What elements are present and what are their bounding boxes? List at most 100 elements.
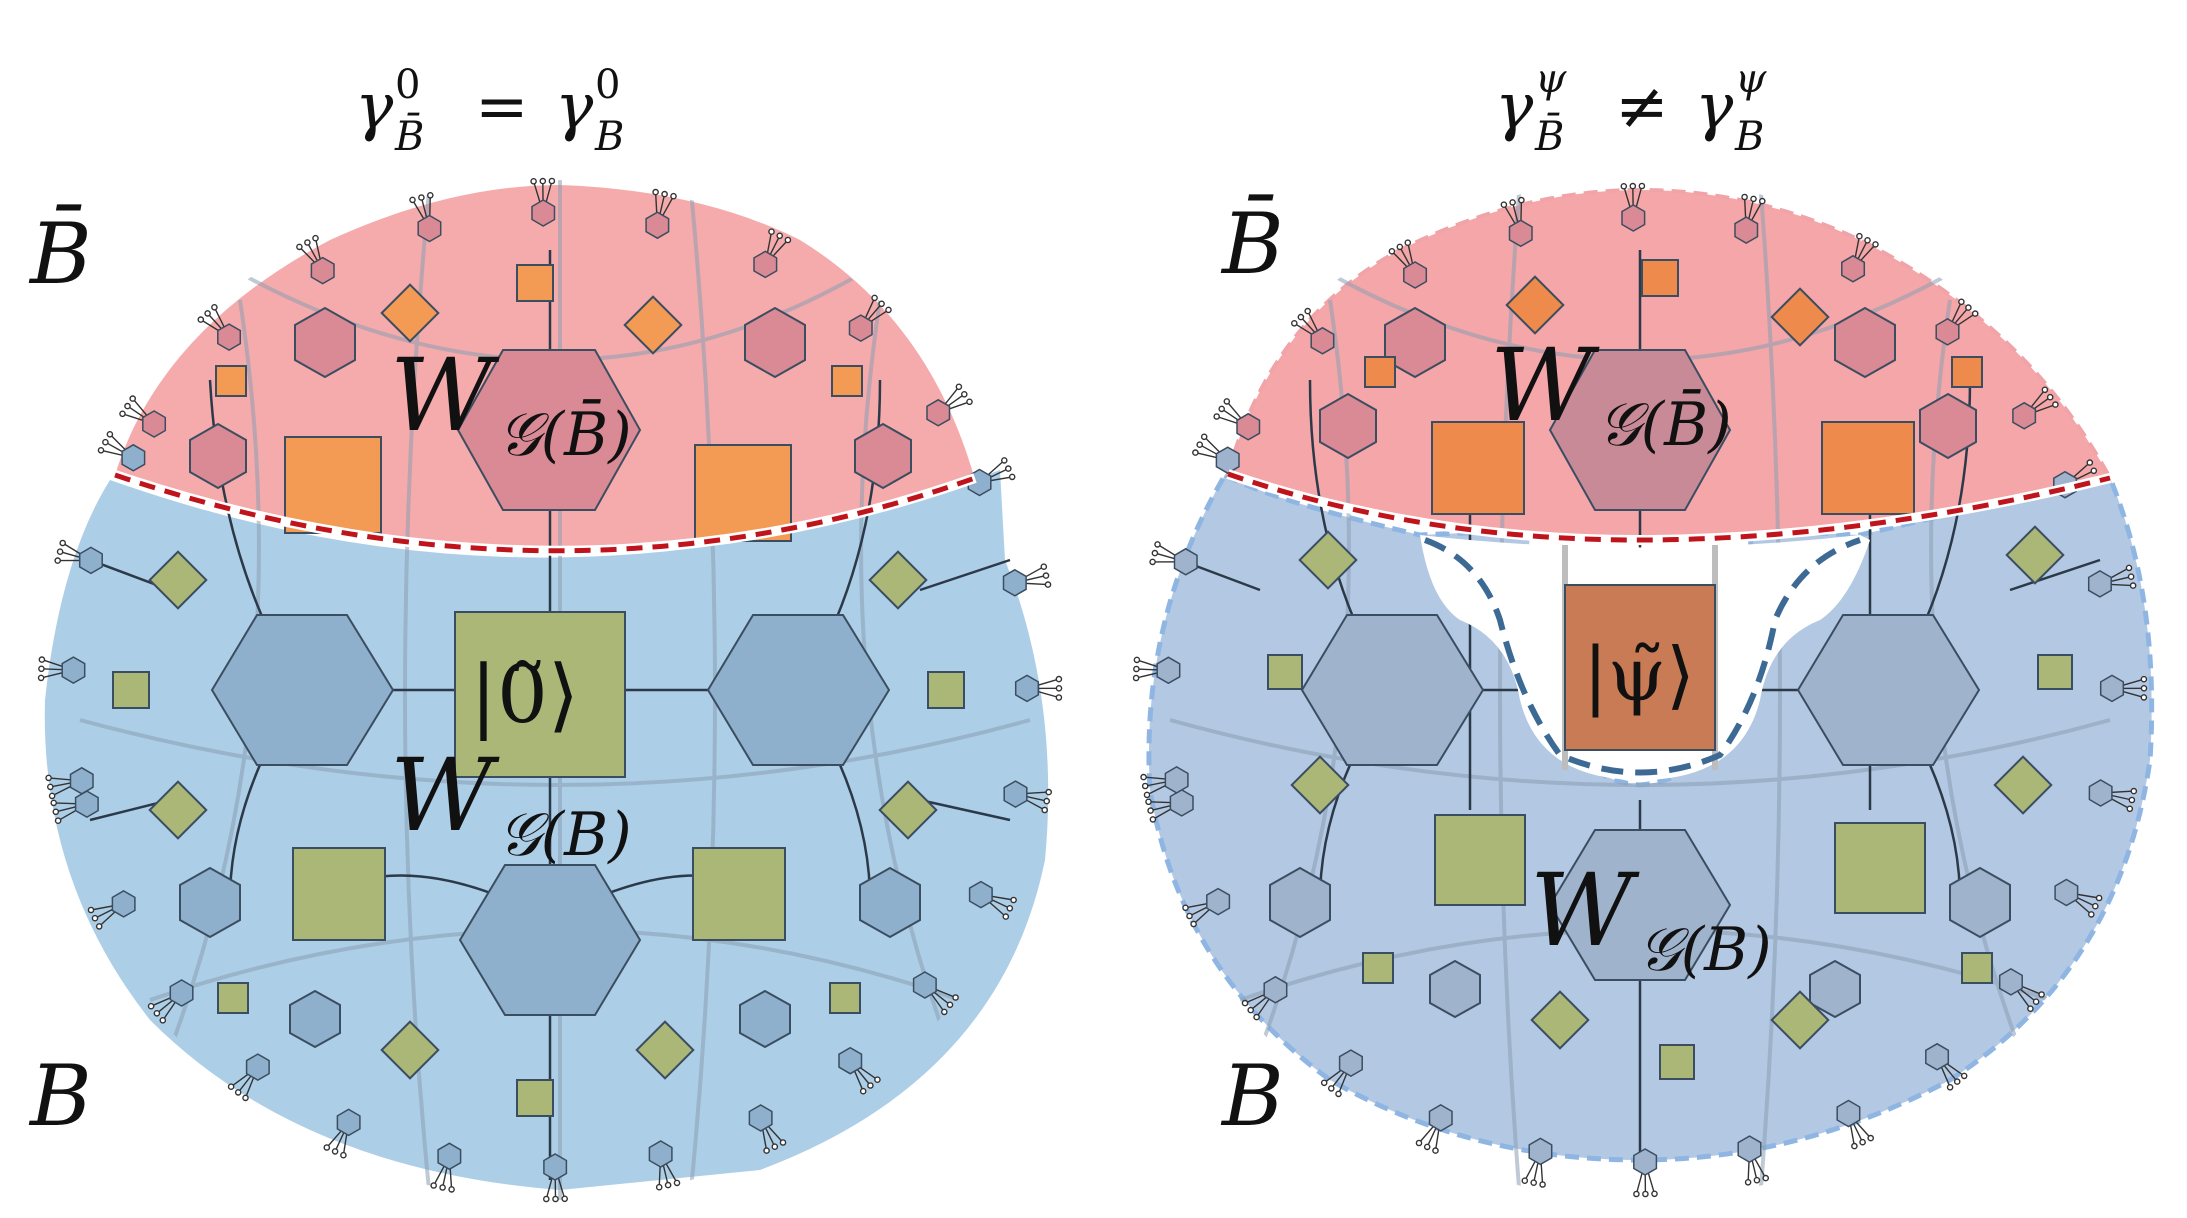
left-bottom-leg-end [52, 808, 60, 816]
svg-text:B: B [1734, 114, 1764, 160]
left-bottom-leg-end [242, 1094, 249, 1102]
right-side-small-hex [1156, 656, 1181, 685]
left-top-small-hex [645, 211, 670, 240]
right-square-green-br [1834, 822, 1926, 914]
right-top-leg-end [1620, 182, 1628, 190]
right-top-leg-end [1297, 313, 1305, 321]
left-bottom-leg-end [1045, 788, 1052, 796]
left-top-small-hex [531, 199, 556, 227]
left-squares [112, 264, 965, 1117]
right-side-small-hex [1173, 547, 1198, 576]
right-diamond-green-5 [1530, 990, 1590, 1050]
right-bottom-leg-end [1423, 1143, 1431, 1151]
left-square-green-bl2 [217, 982, 249, 1014]
left-top-small-hex [217, 323, 242, 351]
left-top-leg-end [784, 236, 792, 244]
right-bottom-small-hex [2088, 779, 2113, 807]
right-top-leg-end [2046, 393, 2054, 401]
right-bottom-leg-end [1859, 1138, 1866, 1146]
right-bottom-leg-end [1186, 912, 1193, 920]
left-bottom-leg-end [664, 1181, 672, 1189]
left-top-leg-end [129, 395, 136, 402]
left-side-leg-end [38, 665, 45, 673]
left-top-leg-end [418, 194, 425, 201]
left-side-small-hex [121, 443, 146, 472]
right-bottom-leg-end [2027, 1005, 2034, 1013]
left-top-leg-end [961, 390, 968, 398]
right-hex-mid-l2 [1319, 392, 1377, 460]
left-hexagons [179, 306, 921, 1049]
right-bottom-leg-end [1432, 1147, 1439, 1154]
left-bottom-leg-end [1042, 572, 1050, 579]
left-bottom-leg-end [234, 1089, 242, 1096]
left-bottom-small-hex [1014, 674, 1040, 703]
left-square-orange-r [694, 444, 792, 542]
left-hex-low-l [179, 866, 241, 939]
left-bottom-leg-end [867, 1082, 874, 1089]
right-region-bbar-label: B̄ [1220, 194, 1284, 293]
right-bottom-leg-end [1753, 1176, 1761, 1184]
right-top-small-hex [1935, 318, 1960, 346]
left-side-leg-end [56, 548, 64, 556]
right-bottom-small-hex [1925, 1042, 1950, 1071]
left-title: γ 0 B̄ = γ 0 B [355, 62, 624, 160]
left-top-leg-end [768, 228, 775, 235]
svg-text:B̄: B̄ [1534, 113, 1564, 160]
right-top-small-hex [2012, 401, 2037, 430]
left-side-leg-end [97, 446, 105, 454]
right-bottom-leg-end [2140, 685, 2148, 692]
left-square-orange-sr [831, 365, 863, 397]
svg-text:γ: γ [555, 70, 594, 144]
right-diamond-green-4 [1993, 755, 2053, 815]
left-bottom-leg-end [1044, 581, 1052, 588]
left-bottom-leg-end [87, 906, 95, 914]
left-side-leg-end [37, 674, 45, 682]
left-bottom-leg-end [448, 1186, 455, 1193]
svg-text:B̄: B̄ [394, 113, 424, 160]
left-bottom-small-hex [1002, 568, 1027, 597]
right-hex-low-r [1949, 866, 2011, 939]
left-square-green-br [692, 847, 786, 941]
left-bottom-leg-end [655, 1183, 663, 1191]
right-top-leg-end [1291, 319, 1298, 327]
right-side-leg-end [1200, 433, 1208, 441]
right-side-leg-end [1140, 773, 1147, 781]
left-bottom-leg-end [91, 914, 99, 922]
right-side-leg-end [1133, 656, 1141, 664]
left-bottom-leg-end [54, 817, 62, 825]
right-bottom-leg-end [1946, 1084, 1954, 1091]
right-top-leg-end [1509, 199, 1516, 206]
right-op-top-main: W [1490, 327, 1600, 444]
left-side-leg-end [45, 774, 52, 782]
right-top-leg-end [2052, 401, 2059, 408]
right-top-leg-end [1638, 182, 1646, 190]
right-panel: γ ψ B̄ ≠ γ ψ B [1132, 56, 2155, 1200]
right-op-bottom-sub: 𝒢(B) [1638, 915, 1772, 985]
left-hex-low-l2 [289, 989, 341, 1049]
left-top-leg-end [409, 196, 416, 204]
left-square-green-br2 [829, 982, 861, 1014]
right-top-leg-end [2041, 386, 2049, 394]
right-top-leg-end [1958, 298, 1965, 306]
right-top-leg-end [1213, 413, 1220, 420]
left-bottom-leg-end [153, 1010, 161, 1017]
left-bottom-leg-end [941, 1008, 948, 1016]
left-bottom-leg-end [1006, 905, 1014, 912]
right-hex-center-top [1548, 349, 1732, 511]
left-top-leg-end [304, 239, 311, 246]
left-hex-low-r [859, 866, 921, 939]
left-small-hexagons [61, 199, 1040, 1181]
right-bottom-leg-end [2038, 991, 2045, 998]
right-side-leg-end [1151, 549, 1159, 557]
right-bottom-leg-end [1744, 1179, 1752, 1186]
left-diamond-green-5 [380, 1020, 440, 1080]
left-top-leg-end [652, 188, 659, 196]
left-top-leg-end [296, 243, 303, 251]
right-square-green-l [1267, 654, 1303, 690]
left-bottom-small-hex [648, 1140, 673, 1168]
right-top-leg-end [1388, 247, 1396, 255]
left-top-leg-end [548, 177, 556, 185]
right-bottom-leg-end [1328, 1085, 1335, 1092]
right-top-leg-end [1396, 243, 1404, 251]
right-side-leg-end [1143, 791, 1151, 799]
